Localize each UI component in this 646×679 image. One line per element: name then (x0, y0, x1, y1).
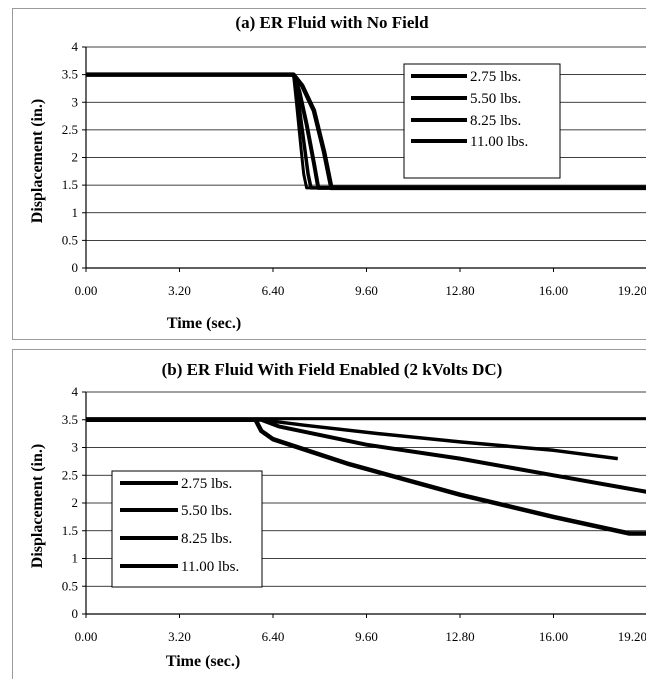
chart-a-legend-label: 8.25 lbs. (470, 113, 521, 129)
chart-b-x-tick-label: 0.00 (75, 629, 98, 644)
chart-a-y-tick-label: 0 (72, 260, 79, 275)
chart-a-legend: 2.75 lbs. 5.50 lbs. 8.25 lbs. 11.00 lbs. (403, 63, 561, 179)
chart-b-y-tick-label: 4 (72, 384, 79, 399)
chart-a-series-line-4 (86, 73, 646, 190)
chart-a-svg: (a) ER Fluid with No Field Time (sec.) D… (29, 13, 646, 332)
chart-b-x-tick-label: 12.80 (445, 629, 474, 644)
chart-a-y-tick-label: 3.5 (62, 67, 78, 82)
chart-a-y-tick-labels: 0 0.5 1 1.5 2 2.5 3 3.5 4 (62, 39, 86, 275)
chart-a-y-tick-label: 0.5 (62, 232, 78, 247)
chart-b-x-tick-label: 3.20 (168, 629, 191, 644)
chart-a-xlabel: Time (sec.) (167, 315, 241, 332)
chart-b-legend-label: 8.25 lbs. (181, 531, 232, 547)
chart-a-series-line-2 (86, 72, 646, 190)
chart-a-x-tick-label: 3.20 (168, 283, 191, 298)
chart-a-legend-label: 2.75 lbs. (470, 69, 521, 85)
chart-a-title: (a) ER Fluid with No Field (235, 13, 429, 32)
chart-a-x-tick-label: 9.60 (355, 283, 378, 298)
chart-b-x-tick-label: 19.20 (618, 629, 646, 644)
chart-a-series-line-1 (86, 72, 646, 191)
chart-b-svg: (b) ER Fluid With Field Enabled (2 kVolt… (29, 360, 646, 670)
chart-a-y-tick-label: 1 (72, 205, 79, 220)
chart-b-series-line-3 (86, 418, 619, 461)
chart-b-x-tick-label: 9.60 (355, 629, 378, 644)
chart-b-y-tick-label: 3.5 (62, 412, 78, 427)
chart-b-x-tick-label: 6.40 (262, 629, 285, 644)
chart-b-legend: 2.75 lbs. 5.50 lbs. 8.25 lbs. 11.00 lbs. (111, 470, 263, 588)
chart-b-x-tick-labels: 0.00 3.20 6.40 9.60 12.80 16.00 19.20 (75, 614, 646, 644)
chart-a-y-tick-label: 1.5 (62, 177, 78, 192)
chart-a-gridlines (85, 46, 646, 269)
chart-b-y-tick-label: 0.5 (62, 578, 78, 593)
chart-b-y-tick-label: 0 (72, 606, 79, 621)
chart-b-y-tick-label: 2.5 (62, 467, 78, 482)
chart-a-y-tick-label: 2 (72, 150, 79, 165)
chart-panel-a: (a) ER Fluid with No Field Time (sec.) D… (12, 8, 646, 340)
chart-b-x-tick-label: 16.00 (539, 629, 568, 644)
chart-panel-b: (b) ER Fluid With Field Enabled (2 kVolt… (12, 349, 646, 679)
chart-a-x-tick-label: 6.40 (262, 283, 285, 298)
chart-a-ylabel: Displacement (in.) (29, 99, 46, 223)
chart-b-y-tick-label: 2 (72, 495, 79, 510)
chart-b-y-tick-label: 3 (72, 440, 79, 455)
chart-b-legend-label: 2.75 lbs. (181, 476, 232, 492)
chart-b-ylabel: Displacement (in.) (29, 444, 46, 568)
chart-b-series-line-1 (86, 417, 646, 536)
chart-a-x-tick-label: 12.80 (445, 283, 474, 298)
chart-a-y-tick-label: 3 (72, 94, 79, 109)
chart-b-y-tick-label: 1 (72, 551, 79, 566)
chart-a-x-tick-label: 19.20 (618, 283, 646, 298)
chart-a-legend-label: 11.00 lbs. (470, 134, 528, 150)
chart-a-legend-label: 5.50 lbs. (470, 91, 521, 107)
chart-a-y-tick-label: 4 (72, 39, 79, 54)
chart-b-y-tick-labels: 0 0.5 1 1.5 2 2.5 3 3.5 4 (62, 384, 86, 621)
chart-b-legend-label: 11.00 lbs. (181, 559, 239, 575)
chart-a-series-lines (86, 72, 646, 191)
chart-b-legend-label: 5.50 lbs. (181, 503, 232, 519)
chart-a-x-tick-labels: 0.00 3.20 6.40 9.60 12.80 16.00 19.20 (75, 268, 646, 298)
chart-a-x-tick-label: 0.00 (75, 283, 98, 298)
chart-b-title: (b) ER Fluid With Field Enabled (2 kVolt… (162, 360, 503, 379)
chart-b-series-lines (86, 417, 646, 536)
chart-b-y-tick-label: 1.5 (62, 523, 78, 538)
chart-a-x-tick-label: 16.00 (539, 283, 568, 298)
chart-a-series-line-3 (86, 72, 646, 190)
chart-a-y-tick-label: 2.5 (62, 122, 78, 137)
chart-b-xlabel: Time (sec.) (166, 653, 240, 670)
